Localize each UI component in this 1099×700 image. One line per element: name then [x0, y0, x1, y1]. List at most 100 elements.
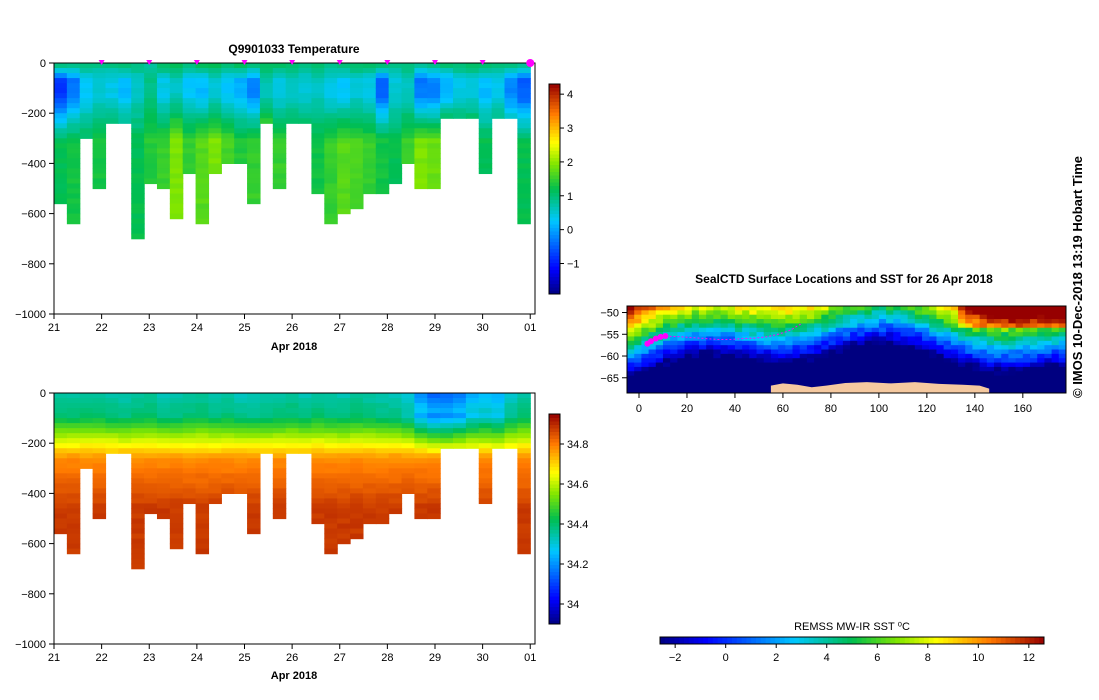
sst-cell	[684, 371, 693, 377]
sst-cell	[720, 306, 729, 311]
colorbar-tick-label: −1	[567, 259, 580, 271]
heat-cell	[54, 503, 68, 510]
sst-cell	[1044, 358, 1053, 364]
heat-cell	[285, 108, 300, 114]
sst-cell	[929, 362, 937, 368]
sst-cell	[936, 327, 945, 333]
sst-cell	[749, 314, 758, 320]
sst-cell	[950, 353, 959, 359]
heat-cell	[427, 158, 441, 164]
sst-cell	[943, 336, 952, 342]
heat-cell	[131, 118, 145, 124]
heat-cell	[504, 398, 518, 404]
heat-cell	[234, 118, 248, 124]
colorbar-tick-label: 2	[567, 157, 573, 169]
heat-cell	[54, 68, 68, 74]
heat-cell	[234, 68, 248, 74]
sst-cell	[878, 306, 887, 311]
heat-cell	[208, 158, 222, 164]
surface-marker	[289, 60, 296, 65]
heat-cell	[156, 143, 171, 149]
heat-cell	[131, 448, 145, 454]
sst-cell	[670, 319, 678, 324]
heat-cell	[156, 503, 171, 510]
heat-cell	[247, 458, 261, 464]
sst-cell	[842, 306, 851, 311]
heat-cell	[337, 433, 351, 439]
heat-cell	[337, 493, 351, 500]
colorbar-swatch	[549, 136, 560, 141]
sst-cell	[627, 362, 635, 368]
heat-cell	[54, 423, 68, 429]
heat-cell	[131, 428, 145, 434]
sst-cell	[706, 379, 714, 385]
heat-cell	[350, 63, 364, 69]
heat-cell	[118, 443, 132, 449]
heat-cell	[362, 443, 377, 449]
colorbar-swatch	[549, 547, 560, 551]
heat-cell	[375, 448, 390, 454]
sst-cell	[986, 306, 995, 311]
heat-cell	[54, 393, 68, 399]
heat-cell	[144, 143, 158, 149]
heat-cell	[195, 193, 210, 200]
sst-cell	[864, 314, 873, 320]
sst-cell	[1008, 340, 1017, 346]
heat-cell	[66, 508, 81, 515]
sst-cell	[734, 310, 743, 316]
sst-cell	[864, 358, 873, 364]
sst-cell	[835, 327, 844, 333]
heat-cell	[221, 108, 235, 114]
sst-cell	[749, 332, 758, 337]
heat-cell	[272, 453, 287, 459]
sst-cell	[684, 353, 693, 359]
sst-cell	[756, 323, 765, 329]
sst-cell	[763, 358, 772, 364]
sst-cell	[1030, 314, 1038, 320]
heat-cell	[195, 463, 210, 469]
heat-cell	[388, 503, 403, 510]
colorbar-swatch	[549, 283, 560, 288]
sst-cell	[641, 371, 650, 377]
sst-cell	[648, 375, 657, 381]
heat-cell	[118, 398, 132, 404]
sst-cell	[806, 323, 815, 329]
heat-cell	[427, 483, 441, 489]
heat-cell	[92, 113, 107, 119]
sst-cell	[698, 375, 707, 381]
heat-cell	[478, 153, 493, 159]
sst-cell	[950, 345, 959, 350]
heat-cell	[414, 483, 428, 489]
colorbar-swatch	[549, 596, 560, 600]
heat-cell	[311, 98, 325, 104]
heat-cell	[427, 88, 441, 94]
heat-cell	[195, 513, 210, 520]
heat-cell	[375, 493, 390, 500]
heat-cell	[156, 403, 171, 409]
heat-cell	[131, 408, 145, 414]
sst-cell	[936, 306, 945, 311]
heat-cell	[465, 398, 480, 404]
colorbar-frame	[548, 413, 561, 625]
heat-cell	[362, 158, 377, 164]
heat-cell	[79, 78, 94, 84]
sst-cell	[1001, 349, 1009, 355]
heat-cell	[478, 93, 493, 99]
heat-cell	[504, 403, 518, 409]
heat-cell	[195, 118, 210, 124]
sst-cell	[792, 319, 801, 324]
sst-cell	[1044, 362, 1053, 368]
sst-cell	[850, 375, 858, 381]
heat-cell	[324, 193, 338, 200]
heat-cell	[247, 513, 261, 520]
heat-cell	[208, 83, 222, 89]
heat-cell	[337, 498, 351, 505]
heat-cell	[453, 83, 467, 89]
sst-cell	[720, 375, 729, 381]
heat-cell	[131, 143, 145, 149]
heat-cell	[79, 423, 94, 429]
heat-cell	[79, 413, 94, 419]
sst-cell	[850, 349, 858, 355]
sst-cell	[814, 353, 822, 359]
sst-cell	[770, 319, 779, 324]
